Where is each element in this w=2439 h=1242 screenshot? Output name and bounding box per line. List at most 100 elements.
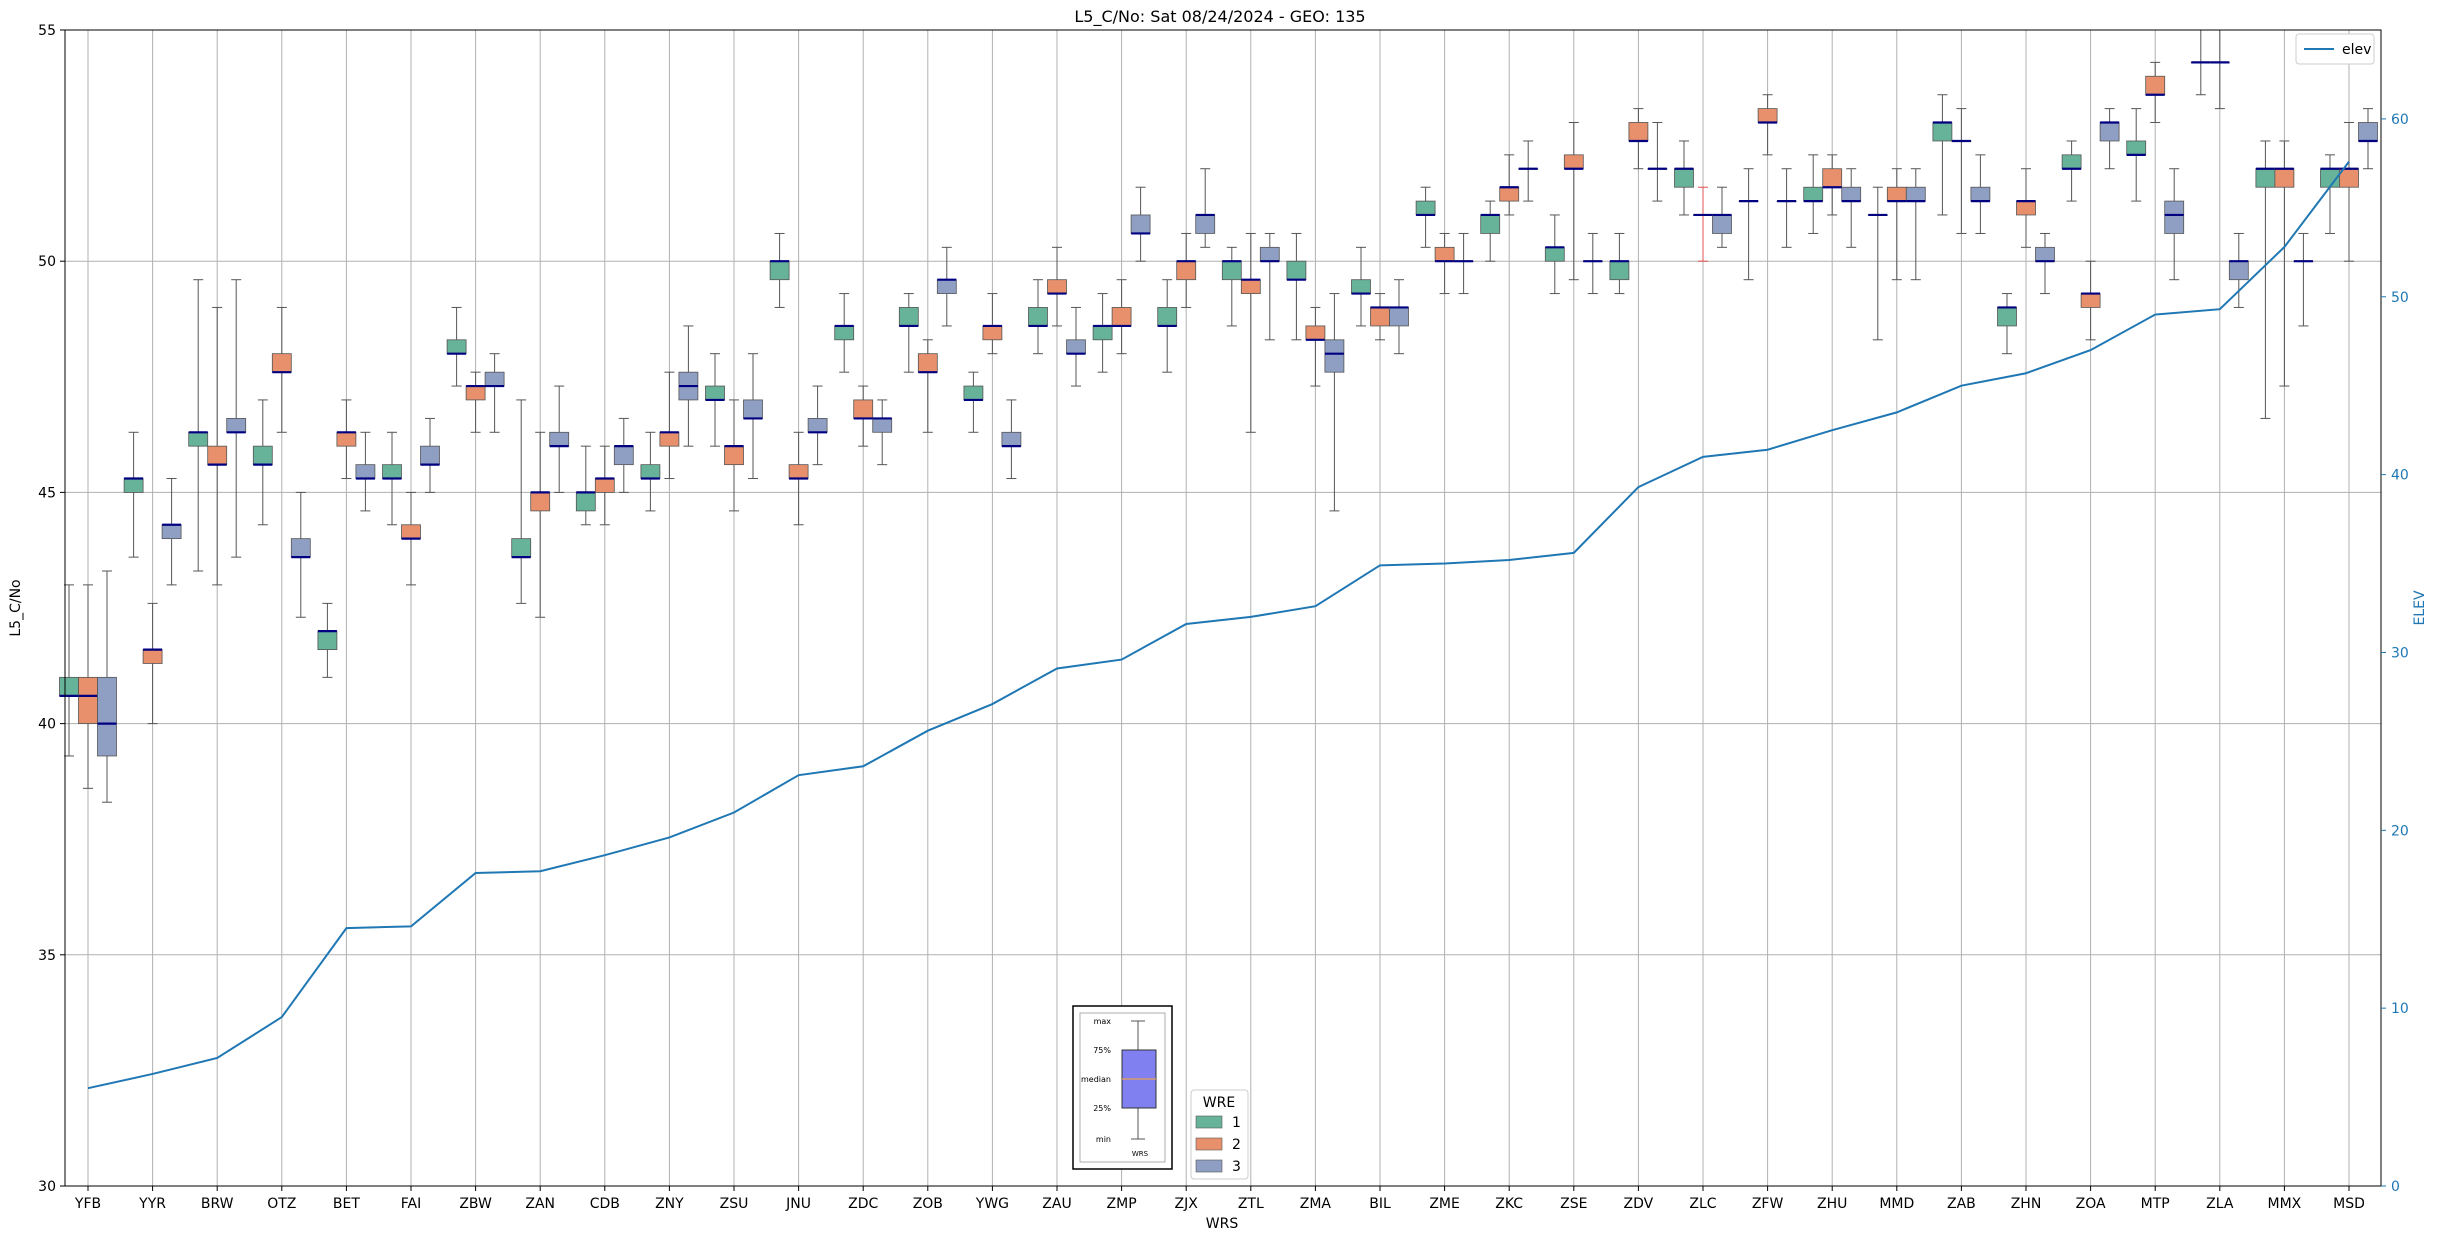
y-tick-label: 55 (38, 23, 56, 39)
box-BET-wre-2 (336, 399, 357, 480)
box-BIL-wre-1 (1351, 246, 1371, 327)
chart-title: L5_C/No: Sat 08/24/2024 - GEO: 135 (1074, 7, 1365, 27)
box-body (1370, 307, 1390, 327)
box-body (1544, 246, 1565, 262)
x-tick-label: ZAN (525, 1196, 555, 1212)
x-tick-label: YFB (74, 1196, 101, 1212)
box-body (1092, 325, 1113, 341)
box-body (575, 491, 596, 512)
box-ZTL-wre-1 (1221, 246, 1242, 327)
box-ZSU-wre-1 (705, 353, 725, 447)
box-ZJX-wre-1 (1157, 279, 1178, 373)
x-tick-label: ZFW (1752, 1196, 1784, 1212)
box-YYR-wre-3 (161, 478, 182, 586)
box-body (161, 524, 182, 540)
box-body (743, 399, 763, 419)
box-ZMP-wre-2 (1111, 279, 1132, 355)
box-body (1803, 186, 1824, 202)
box-OTZ-wre-3 (290, 491, 311, 618)
x-tick-label: ZHN (2011, 1196, 2042, 1212)
box-body (401, 524, 421, 540)
box-body (59, 676, 79, 697)
y-tick-label: 50 (38, 254, 56, 270)
box-ZDC-wre-2 (853, 385, 874, 447)
box-body (420, 445, 440, 466)
box-body (1240, 279, 1261, 294)
box-body (446, 339, 467, 355)
box-body (834, 325, 855, 341)
box-ZAN-wre-2 (530, 431, 551, 618)
box-ZDC-wre-1 (834, 293, 855, 373)
x-tick-label: CDB (590, 1196, 620, 1212)
box-body (123, 478, 144, 493)
box-ZAB-wre-1 (1932, 94, 1953, 216)
x-tick-label: ZDC (848, 1196, 878, 1212)
y-axis-right: 0 10 20 30 40 50 60 (2381, 112, 2409, 1195)
box-ZHU-wre-1 (1803, 154, 1824, 234)
box-body (271, 353, 292, 373)
x-tick-label: BIL (1369, 1196, 1391, 1212)
x-tick-label: ZSE (1560, 1196, 1587, 1212)
box-MMD-wre-2 (1886, 168, 1907, 281)
box-YFB-wre-3 (97, 570, 117, 803)
box-CDB-wre-2 (594, 445, 615, 526)
box-ZHN-wre-3 (2035, 232, 2055, 295)
box-ZSE-wre-1 (1544, 214, 1565, 295)
box-ZAN-wre-3 (549, 385, 570, 493)
box-OTZ-wre-1 (252, 399, 273, 526)
box-ZJX-wre-3 (1195, 168, 1216, 248)
box-MMX-wre-1 (2255, 140, 2276, 419)
box-body (1997, 307, 2017, 327)
box-key-min: min (1096, 1135, 1111, 1144)
box-ZOA-wre-2 (2080, 260, 2101, 341)
box-YWG-wre-3 (1001, 399, 1022, 480)
box-body (465, 385, 486, 401)
box-body (769, 260, 790, 281)
wre-legend-swatch-2 (1195, 1137, 1223, 1151)
box-ZKC-wre-1 (1480, 200, 1501, 262)
box-ZOB-wre-3 (936, 246, 957, 327)
box-body (2274, 168, 2295, 188)
x-tick-label: MSD (2333, 1196, 2365, 1212)
x-tick-label: ZSU (720, 1196, 749, 1212)
box-ZME-wre-3 (1453, 232, 1474, 295)
box-ZFW-wre-1 (1738, 168, 1759, 281)
box-ZME-wre-1 (1415, 186, 1436, 248)
box-ZLC-wre-2 (1693, 186, 1713, 262)
box-body (2255, 168, 2276, 188)
y-axis-left: 30 35 40 45 50 55 (38, 23, 65, 1195)
box-key-max: max (1094, 1017, 1112, 1026)
box-body (1932, 122, 1953, 142)
y2-tick-label: 0 (2391, 1179, 2400, 1195)
box-ZAB-wre-2 (1951, 108, 1972, 234)
box-JNU-wre-1 (769, 232, 790, 308)
box-body (594, 478, 615, 493)
x-tick-label: ZBW (459, 1196, 492, 1212)
box-ZMP-wre-1 (1092, 293, 1113, 373)
x-tick-label: MTP (2141, 1196, 2170, 1212)
box-body (2126, 140, 2147, 156)
box-MTP-wre-2 (2145, 61, 2166, 123)
box-ZLC-wre-3 (1712, 186, 1732, 248)
box-body (853, 399, 874, 419)
box-body (97, 676, 117, 757)
box-ZAU-wre-2 (1047, 246, 1067, 327)
box-MMD-wre-1 (1867, 186, 1888, 341)
y2-tick-label: 20 (2391, 823, 2409, 839)
box-body (1001, 431, 1022, 447)
box-ZAB-wre-3 (1970, 154, 1991, 234)
y-tick-label: 45 (38, 485, 56, 501)
box-ZNY-wre-3 (678, 325, 699, 447)
box-MMD-wre-3 (1905, 168, 1926, 281)
box-BET-wre-3 (355, 431, 376, 512)
box-MMX-wre-3 (2293, 232, 2314, 327)
box-body (613, 445, 634, 466)
box-body (2099, 122, 2120, 142)
box-ZBW-wre-2 (465, 371, 486, 433)
box-ZHU-wre-3 (1841, 168, 1862, 248)
box-ZAU-wre-3 (1066, 306, 1086, 387)
box-ZLA-wre-3 (2228, 232, 2249, 308)
box-ZDV-wre-1 (1609, 232, 1630, 295)
box-body (252, 445, 273, 466)
